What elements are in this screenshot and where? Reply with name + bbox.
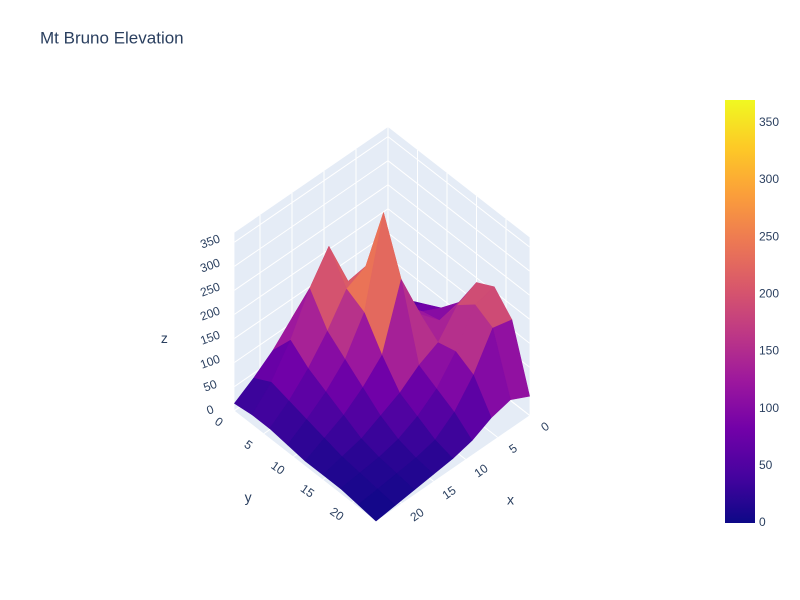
z-tick-label: 50 [201,377,219,395]
y-tick-label: 5 [242,437,256,452]
x-tick-label: 0 [538,419,552,434]
y-tick-label: 20 [327,504,346,523]
wall-panel [234,127,388,411]
chart-title: Mt Bruno Elevation [40,28,184,47]
grid-line [234,184,530,296]
x-tick-label: 10 [472,461,491,480]
colorbar-tick-label: 350 [759,115,779,129]
z-tick-label: 200 [198,303,222,323]
x-tick-label: 20 [408,505,427,524]
colorbar-tick-label: 100 [759,401,779,415]
colorbar-tick-label: 250 [759,229,779,243]
x-tick-label: 5 [506,441,520,456]
z-tick-label: 0 [205,402,216,418]
grid-line [234,208,530,320]
z-tick-label: 350 [198,231,222,251]
colorbar-tick-label: 150 [759,344,779,358]
y-tick-label: 15 [298,481,317,500]
y-axis-title: y [245,489,252,505]
grid-line [234,160,530,272]
grid-line [234,136,530,248]
colorbar-gradient [725,100,755,523]
z-tick-label: 100 [198,352,222,372]
z-tick-label: 300 [198,255,222,275]
y-tick-label: 0 [212,414,226,429]
colorbar-tick-label: 200 [759,287,779,301]
z-tick-label: 250 [198,279,222,299]
y-tick-label: 10 [268,458,287,477]
surface-cell [357,488,396,522]
colorbar-tick-label: 50 [759,458,773,472]
z-axis-title: z [161,330,168,346]
x-tick-label: 15 [440,483,459,502]
z-tick-label: 150 [198,328,222,348]
colorbar-tick-label: 300 [759,172,779,186]
colorbar: 0 50 100 150 200 250 300 350 [725,100,779,529]
colorbar-tick-label: 0 [759,515,766,529]
x-axis-title: x [507,492,514,508]
